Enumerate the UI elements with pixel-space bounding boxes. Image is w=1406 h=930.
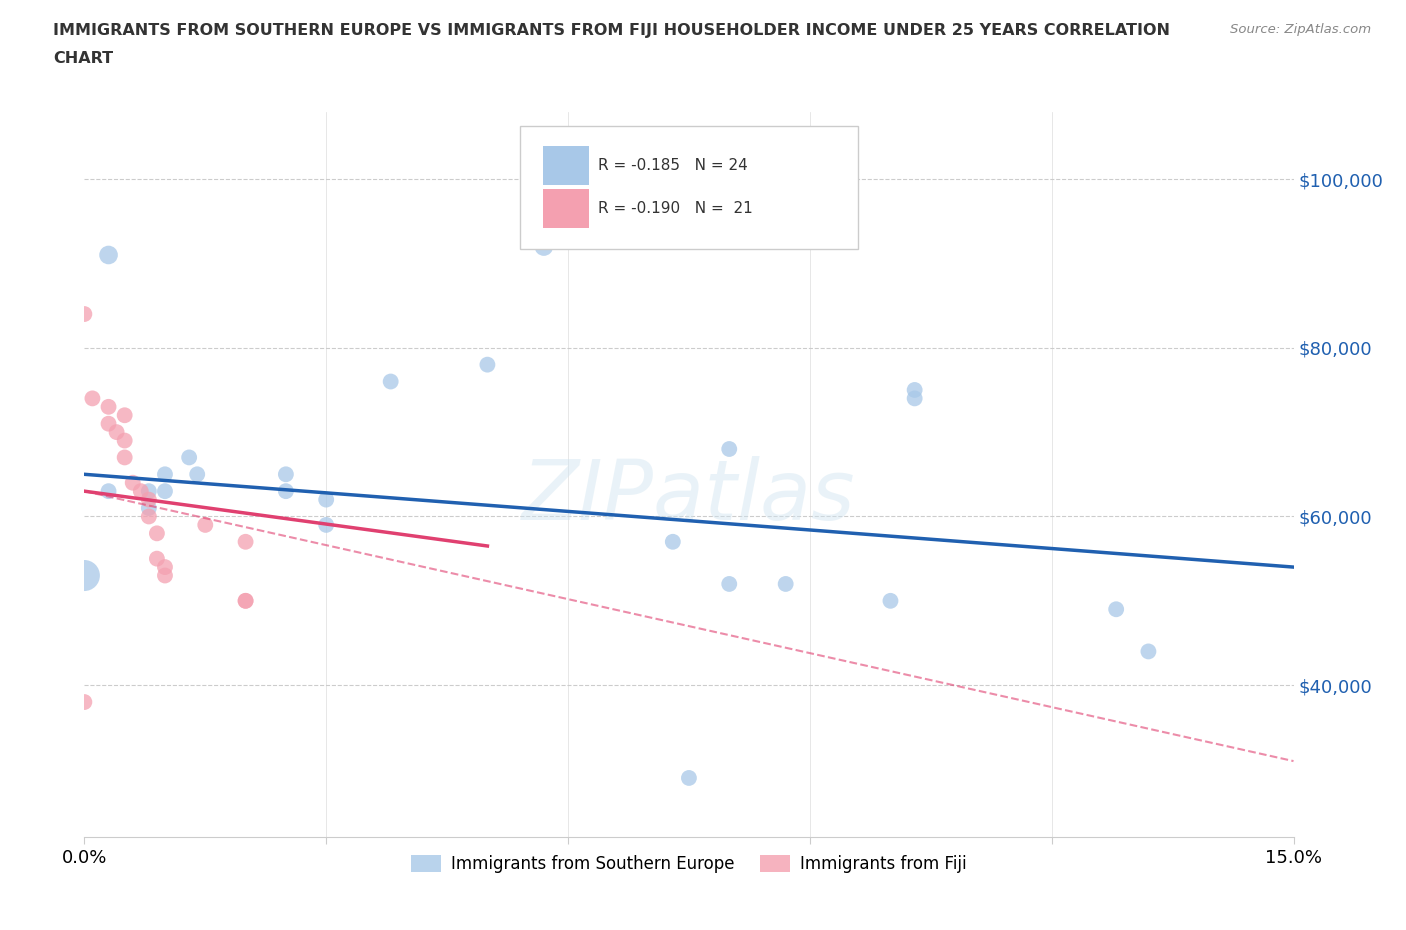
Point xyxy=(97,417,120,432)
Point xyxy=(274,467,297,482)
Point xyxy=(121,475,143,490)
Text: CHART: CHART xyxy=(53,51,114,66)
Point xyxy=(533,239,555,254)
FancyBboxPatch shape xyxy=(543,189,589,229)
Point xyxy=(718,577,741,591)
Point xyxy=(235,535,257,550)
Text: IMMIGRANTS FROM SOUTHERN EUROPE VS IMMIGRANTS FROM FIJI HOUSEHOLDER INCOME UNDER: IMMIGRANTS FROM SOUTHERN EUROPE VS IMMIG… xyxy=(53,23,1170,38)
Point xyxy=(1137,644,1160,658)
Point xyxy=(114,408,136,423)
Point xyxy=(775,577,797,591)
Point xyxy=(678,771,700,786)
Text: Source: ZipAtlas.com: Source: ZipAtlas.com xyxy=(1230,23,1371,36)
Point xyxy=(138,500,160,515)
Text: R = -0.190   N =  21: R = -0.190 N = 21 xyxy=(599,201,754,217)
Point xyxy=(194,517,217,532)
Text: R = -0.185   N = 24: R = -0.185 N = 24 xyxy=(599,158,748,173)
Point xyxy=(138,484,160,498)
Point xyxy=(97,399,120,414)
Point xyxy=(315,517,337,532)
Point xyxy=(235,593,257,608)
Point xyxy=(153,484,176,498)
Point xyxy=(315,492,337,507)
Point xyxy=(380,374,402,389)
Point xyxy=(235,593,257,608)
Point xyxy=(73,307,96,322)
Point xyxy=(105,425,128,440)
Point xyxy=(153,568,176,583)
Point xyxy=(73,568,96,583)
Point xyxy=(129,484,152,498)
Point xyxy=(146,525,169,540)
Text: ZIPatlas: ZIPatlas xyxy=(522,456,856,537)
Point xyxy=(82,391,104,405)
Point xyxy=(73,695,96,710)
Point xyxy=(186,467,208,482)
Point xyxy=(904,391,927,405)
Point xyxy=(114,450,136,465)
Point xyxy=(138,492,160,507)
Point xyxy=(477,357,499,372)
Point xyxy=(179,450,201,465)
Point xyxy=(662,535,685,550)
FancyBboxPatch shape xyxy=(543,146,589,185)
Point xyxy=(718,442,741,457)
Point xyxy=(97,247,120,262)
FancyBboxPatch shape xyxy=(520,126,858,249)
Point xyxy=(97,484,120,498)
Point xyxy=(274,484,297,498)
Point xyxy=(1105,602,1128,617)
Point xyxy=(153,467,176,482)
Point xyxy=(904,382,927,397)
Legend: Immigrants from Southern Europe, Immigrants from Fiji: Immigrants from Southern Europe, Immigra… xyxy=(405,848,973,880)
Point xyxy=(146,551,169,566)
Point xyxy=(879,593,901,608)
Point xyxy=(153,560,176,575)
Point xyxy=(114,433,136,448)
Point xyxy=(138,509,160,524)
